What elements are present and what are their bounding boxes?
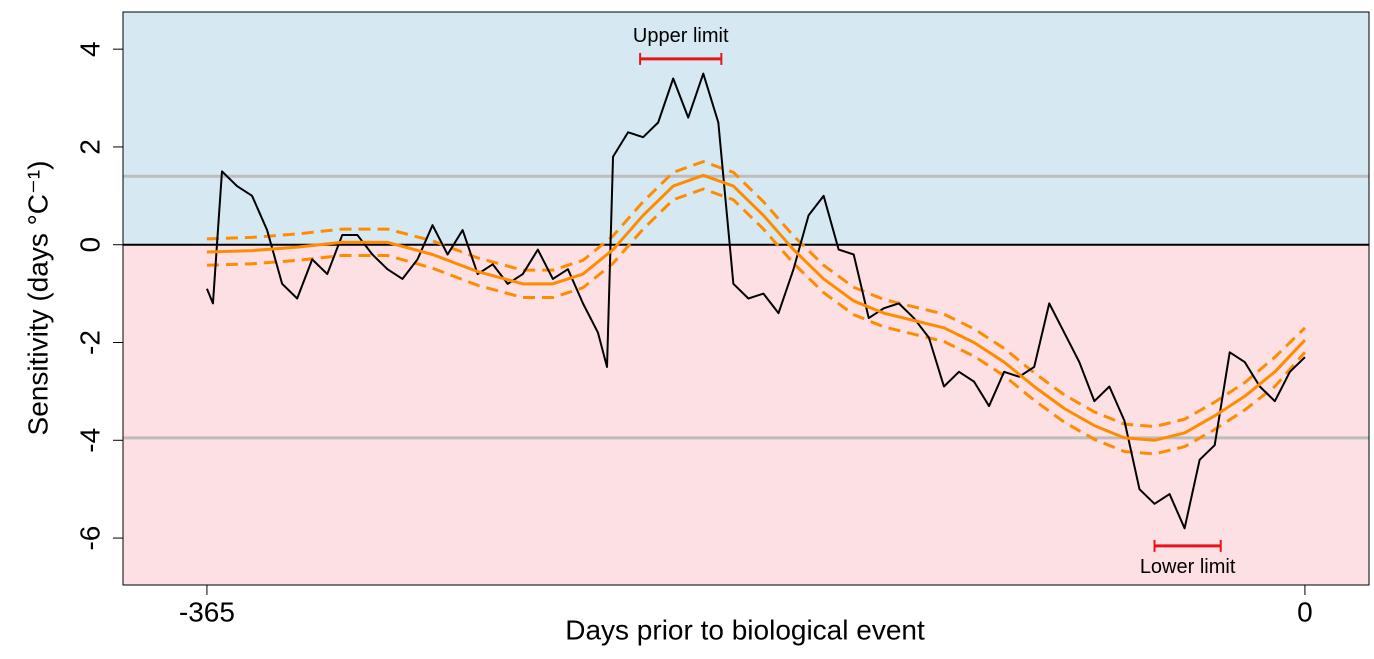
x-tick-label: 0 <box>1297 596 1313 627</box>
series-line <box>206 160 1306 429</box>
y-tick-label: -6 <box>74 526 105 551</box>
y-tick-label: -2 <box>74 330 105 355</box>
y-tick-label: 0 <box>74 237 105 253</box>
series-line <box>206 187 1307 456</box>
annotation: Lower limit <box>1140 556 1236 578</box>
upper-region <box>123 12 1369 245</box>
x-axis-title: Days prior to biological event <box>565 614 925 645</box>
plot-border <box>122 11 1370 586</box>
x-tick-label: -365 <box>179 596 235 627</box>
y-axis-title: Sensitivity (days °C⁻¹) <box>22 161 53 436</box>
lower-region <box>123 244 1369 585</box>
series-line <box>206 72 1306 530</box>
y-tick-label: 4 <box>74 41 105 57</box>
annotation: Upper limit <box>633 25 729 47</box>
series-line <box>206 173 1307 442</box>
y-tick-label: -4 <box>74 428 105 453</box>
y-tick-label: 2 <box>74 139 105 155</box>
